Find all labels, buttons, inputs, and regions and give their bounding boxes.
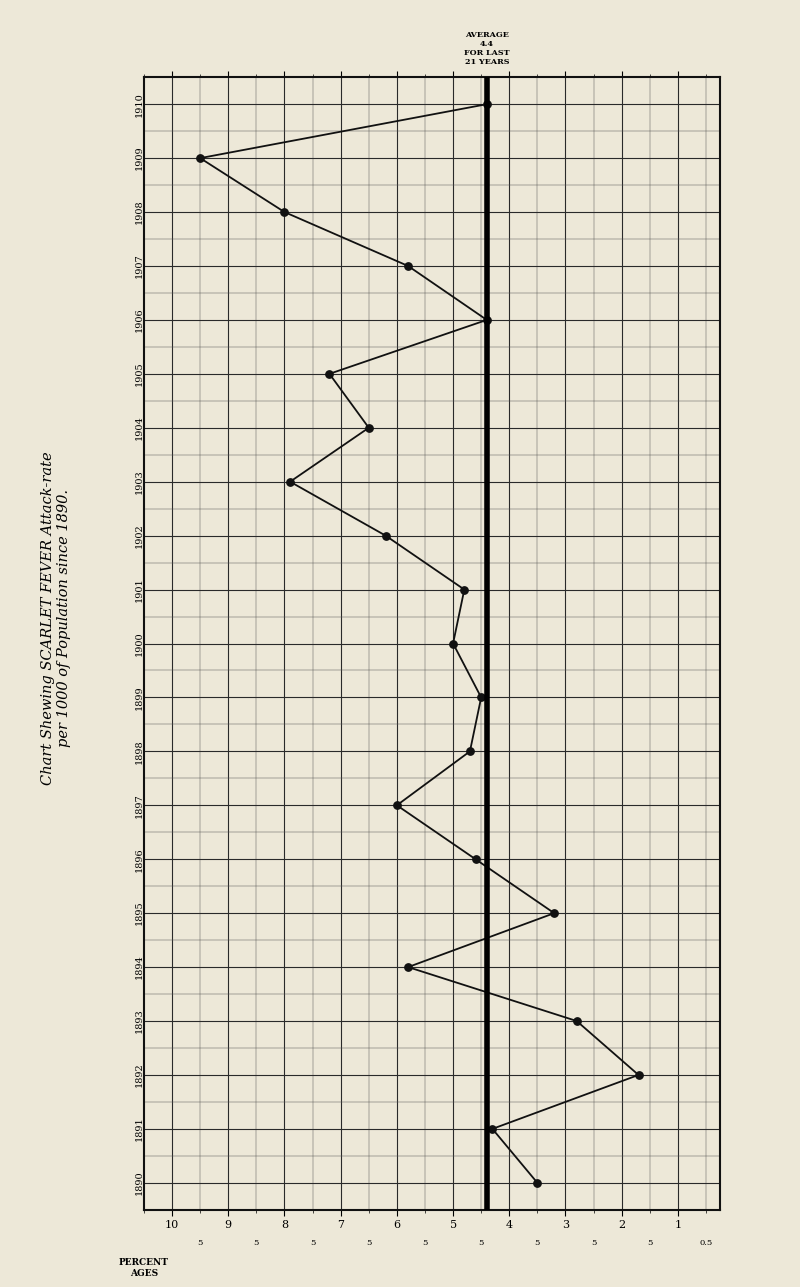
Point xyxy=(463,741,476,762)
Text: 5: 5 xyxy=(591,1239,596,1247)
Text: 5: 5 xyxy=(534,1239,540,1247)
Point xyxy=(284,471,297,492)
Point xyxy=(402,256,414,277)
Point xyxy=(446,633,459,654)
Text: 0.5: 0.5 xyxy=(699,1239,713,1247)
Point xyxy=(323,363,336,384)
Point xyxy=(480,310,493,331)
Text: 5: 5 xyxy=(366,1239,371,1247)
Point xyxy=(362,417,375,438)
Text: AVERAGE
4.4
FOR LAST
21 YEARS: AVERAGE 4.4 FOR LAST 21 YEARS xyxy=(464,31,510,67)
Point xyxy=(194,148,206,169)
Point xyxy=(469,849,482,870)
Text: 5: 5 xyxy=(647,1239,653,1247)
Text: Chart Shewing SCARLET FEVER Attack-rate
per 1000 of Population since 1890.: Chart Shewing SCARLET FEVER Attack-rate … xyxy=(41,450,71,785)
Point xyxy=(402,956,414,977)
Text: PERCENT
AGES: PERCENT AGES xyxy=(119,1259,169,1278)
Point xyxy=(486,1118,499,1139)
Text: 5: 5 xyxy=(478,1239,484,1247)
Point xyxy=(531,1172,544,1193)
Text: 5: 5 xyxy=(198,1239,203,1247)
Point xyxy=(632,1064,645,1085)
Text: 5: 5 xyxy=(310,1239,315,1247)
Point xyxy=(548,903,561,924)
Point xyxy=(379,525,392,546)
Point xyxy=(480,94,493,115)
Point xyxy=(278,202,291,223)
Point xyxy=(570,1010,583,1031)
Text: 5: 5 xyxy=(422,1239,428,1247)
Point xyxy=(390,795,403,816)
Point xyxy=(474,687,487,708)
Point xyxy=(458,579,470,600)
Text: 5: 5 xyxy=(254,1239,259,1247)
